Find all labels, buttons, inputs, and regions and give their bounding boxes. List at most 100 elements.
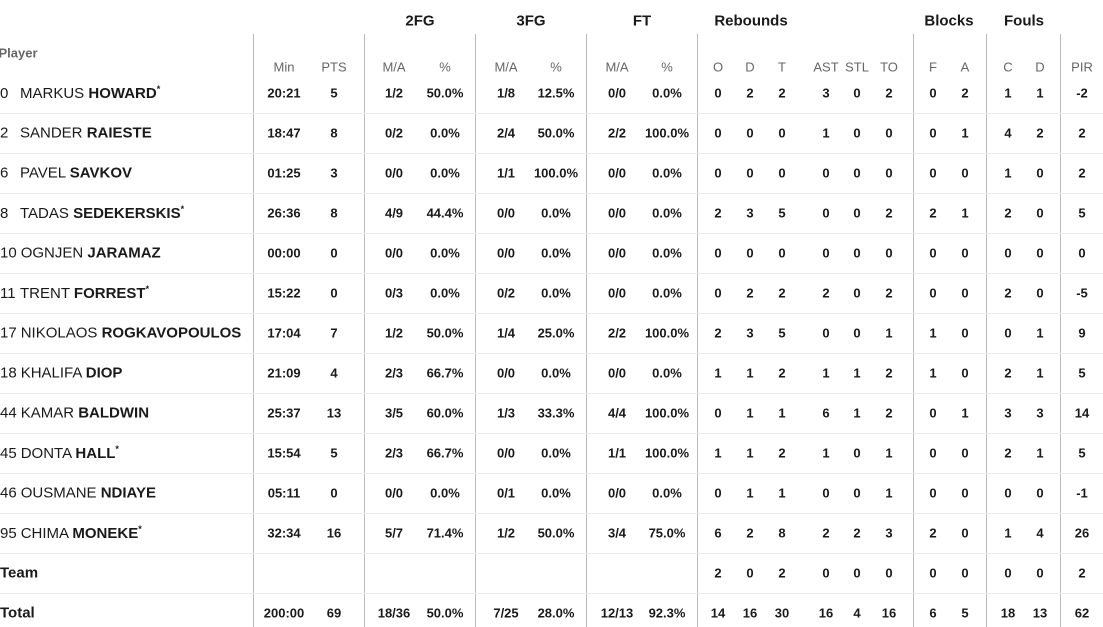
player-name: 17 NIKOLAOS ROGKAVOPOULOS <box>0 325 241 342</box>
stat-cell: 50.0% <box>426 85 464 101</box>
player-name: 2 SANDER RAIESTE <box>0 125 152 142</box>
stat-cell: 2 <box>778 445 786 461</box>
stat-cell: 2/3 <box>384 365 404 381</box>
stat-cell: 5/7 <box>384 525 404 541</box>
stat-cell: 3/5 <box>384 405 404 421</box>
stat-cell: 0 <box>853 245 861 261</box>
stat-cell: 0/0 <box>607 365 627 381</box>
last-name: SEDEKERSKIS <box>73 205 181 222</box>
stat-cell: 05:11 <box>267 485 301 501</box>
stat-cell: 0 <box>885 125 893 141</box>
stat-cell: 1 <box>714 445 722 461</box>
row-divider <box>0 473 1103 474</box>
stat-cell: 0 <box>961 485 969 501</box>
stat-cell: 0/0 <box>607 245 627 261</box>
stat-cell: 3 <box>885 525 893 541</box>
stat-cell: 1/2 <box>496 525 516 541</box>
row-divider <box>0 193 1103 194</box>
player-name: Team <box>0 565 38 582</box>
stat-cell: 0/0 <box>384 485 404 501</box>
first-name: PAVEL <box>20 164 66 182</box>
last-name: DIOP <box>85 364 123 382</box>
stat-cell: 1 <box>853 365 861 381</box>
first-name: CHIMA <box>20 525 69 542</box>
stat-cell: 1 <box>778 485 786 501</box>
stat-cell: 0.0% <box>652 165 682 181</box>
first-name: KHALIFA <box>20 364 82 382</box>
stat-cell: 0/0 <box>384 165 404 181</box>
stat-cell: 6 <box>822 405 830 421</box>
stat-cell: 92.3% <box>648 605 686 621</box>
stat-cell: 1 <box>1036 445 1044 461</box>
column-header: M/A <box>382 59 406 75</box>
starter-mark: * <box>145 284 150 294</box>
stat-cell: 71.4% <box>426 525 464 541</box>
stat-cell: 0.0% <box>430 285 460 301</box>
stat-cell: 0 <box>778 165 786 181</box>
stat-cell: 2 <box>822 285 830 301</box>
stat-cell: 50.0% <box>537 125 575 141</box>
stat-cell: 1 <box>778 405 786 421</box>
column-header: O <box>712 59 724 75</box>
column-header: D <box>1035 59 1045 75</box>
stat-cell: 4 <box>1004 125 1012 141</box>
stat-cell: 0.0% <box>652 365 682 381</box>
stat-cell: 5 <box>778 325 786 341</box>
stat-cell: 0 <box>961 325 969 341</box>
stat-cell: 1 <box>746 405 754 421</box>
stat-cell: 25.0% <box>537 325 575 341</box>
stat-cell: 50.0% <box>537 525 575 541</box>
stat-cell: 12/13 <box>600 605 634 621</box>
stat-cell: 1 <box>822 125 830 141</box>
stat-cell: 0/0 <box>607 85 627 101</box>
stat-cell: 2/2 <box>607 125 627 141</box>
column-header: % <box>439 59 451 75</box>
stat-cell: 0.0% <box>430 245 460 261</box>
stat-cell: 01:25 <box>267 165 301 181</box>
row-label: Team <box>0 564 39 582</box>
stat-cell: 0 <box>853 165 861 181</box>
player-name: 8 TADAS SEDEKERSKIS* <box>0 204 184 222</box>
stat-cell: 60.0% <box>426 405 464 421</box>
stat-cell: 00:00 <box>267 245 301 261</box>
stat-cell: 0.0% <box>652 85 682 101</box>
stat-cell: 0 <box>330 285 338 301</box>
stat-cell: 50.0% <box>426 605 464 621</box>
player-number: 10 <box>0 244 17 262</box>
column-header: % <box>550 59 562 75</box>
column-header: STL <box>845 59 869 75</box>
player-number: 2 <box>0 124 9 142</box>
stat-cell: 2/4 <box>496 125 516 141</box>
stat-cell: 1/3 <box>496 405 516 421</box>
stat-cell: 3 <box>822 85 830 101</box>
stat-cell: 0 <box>778 245 786 261</box>
stat-cell: 2 <box>1004 365 1012 381</box>
stat-cell: 0/0 <box>607 205 627 221</box>
stat-cell: 1 <box>885 325 893 341</box>
stat-cell: 0 <box>885 565 893 581</box>
stat-cell: 2 <box>714 325 722 341</box>
player-number: 6 <box>0 164 9 182</box>
player-number: 11 <box>0 285 16 302</box>
stat-cell: 18 <box>1000 605 1016 621</box>
stat-cell: 28.0% <box>537 605 575 621</box>
row-divider <box>0 113 1103 114</box>
stat-cell: 0 <box>853 485 861 501</box>
stat-cell: 26:36 <box>267 205 301 221</box>
last-name: HALL <box>75 445 116 462</box>
stat-cell: 1 <box>885 445 893 461</box>
stat-cell: 14 <box>1074 405 1090 421</box>
stat-cell: 1 <box>746 485 754 501</box>
row-divider <box>0 513 1103 514</box>
player-name: 95 CHIMA MONEKE* <box>0 524 142 542</box>
stat-cell: 5 <box>1078 365 1086 381</box>
stat-cell: 200:00 <box>263 605 305 621</box>
row-divider <box>0 553 1103 554</box>
last-name: ROGKAVOPOULOS <box>101 324 242 342</box>
stat-cell: 100.0% <box>644 125 690 141</box>
column-header: F <box>929 59 937 75</box>
stat-cell: 66.7% <box>426 445 464 461</box>
stat-cell: 0.0% <box>541 365 571 381</box>
stat-cell: 9 <box>1078 325 1086 341</box>
stat-cell: 1/8 <box>496 85 516 101</box>
